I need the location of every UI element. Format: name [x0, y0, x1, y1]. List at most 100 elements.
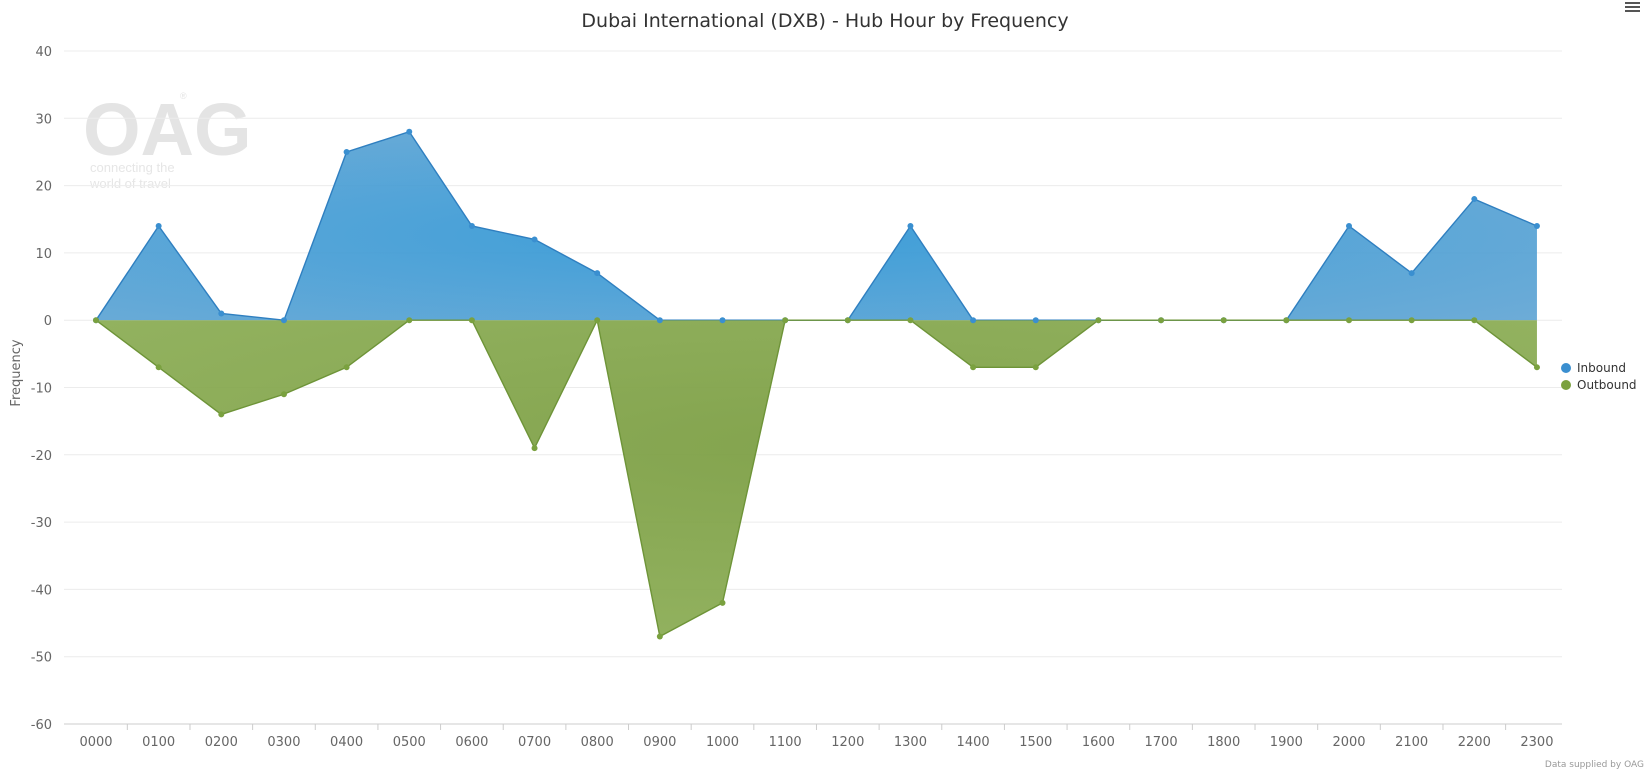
point-inbound[interactable]	[218, 310, 225, 317]
series-points	[93, 128, 1540, 640]
x-tick-label: 1200	[831, 735, 864, 750]
y-tick-label: -10	[31, 382, 52, 397]
x-tick-label: 1300	[894, 735, 927, 750]
point-outbound[interactable]	[1032, 364, 1039, 371]
point-outbound[interactable]	[1283, 317, 1290, 324]
point-outbound[interactable]	[1471, 317, 1478, 324]
x-tick-label: 2300	[1520, 735, 1553, 750]
legend-item-inbound[interactable]: Inbound	[1561, 361, 1626, 375]
x-tick-label: 0600	[455, 735, 488, 750]
point-outbound[interactable]	[531, 445, 538, 452]
y-tick-label: -30	[31, 516, 52, 531]
point-outbound[interactable]	[907, 317, 914, 324]
point-outbound[interactable]	[406, 317, 413, 324]
x-axis: 0000 0100 0200 0300 0400 0500 0600 0700 0800 0900…	[64, 723, 1562, 750]
point-inbound[interactable]	[406, 128, 413, 135]
point-inbound[interactable]	[594, 270, 601, 277]
y-tick-label: 30	[35, 112, 52, 127]
point-inbound[interactable]	[1346, 222, 1352, 229]
y-tick-label: -40	[31, 583, 52, 598]
point-inbound[interactable]	[970, 317, 977, 324]
point-outbound[interactable]	[719, 599, 726, 606]
x-tick-label: 1500	[1019, 735, 1052, 750]
watermark-logo: OAG	[83, 88, 252, 171]
y-tick-label: -20	[31, 449, 52, 464]
point-outbound[interactable]	[280, 391, 287, 398]
x-tick-label: 1600	[1082, 735, 1115, 750]
point-inbound[interactable]	[656, 317, 663, 324]
point-outbound[interactable]	[970, 364, 977, 371]
point-outbound[interactable]	[343, 364, 350, 371]
y-tick-label: -50	[31, 651, 52, 666]
area-outbound	[96, 320, 1537, 637]
x-tick-label: 0800	[581, 735, 614, 750]
x-tick-label: 2000	[1332, 735, 1365, 750]
x-tick-label: 0300	[267, 735, 300, 750]
legend-item-outbound[interactable]: Outbound	[1561, 378, 1637, 392]
point-outbound[interactable]	[1533, 364, 1540, 371]
data-credit: Data supplied by OAG	[1545, 760, 1644, 770]
point-outbound[interactable]	[1095, 317, 1102, 324]
y-tick-label: 20	[35, 180, 52, 195]
watermark-tagline-2: world of travel	[89, 176, 171, 191]
x-tick-label: 0000	[79, 735, 112, 750]
oag-watermark: OAG ® connecting the world of travel	[83, 88, 252, 191]
point-inbound[interactable]	[1032, 317, 1039, 324]
point-inbound[interactable]	[719, 317, 726, 324]
y-tick-label: 40	[35, 45, 52, 60]
point-outbound[interactable]	[1158, 317, 1165, 324]
legend-label: Outbound	[1577, 378, 1637, 392]
area-inbound	[96, 131, 1537, 321]
point-outbound[interactable]	[218, 411, 225, 418]
x-tick-label: 1000	[706, 735, 739, 750]
x-tick-label: 1700	[1145, 735, 1178, 750]
x-tick-label: 1900	[1270, 735, 1303, 750]
x-tick-label: 2200	[1458, 735, 1491, 750]
line-outbound	[95, 318, 1538, 638]
point-inbound[interactable]	[1533, 222, 1540, 229]
point-outbound[interactable]	[1220, 317, 1227, 324]
y-tick-label: -60	[31, 718, 52, 733]
watermark-registered-mark: ®	[180, 91, 187, 101]
y-tick-label: 10	[35, 247, 52, 262]
point-outbound[interactable]	[594, 317, 601, 324]
point-inbound[interactable]	[531, 236, 538, 243]
legend-marker	[1561, 380, 1571, 390]
point-inbound[interactable]	[468, 222, 475, 229]
point-inbound[interactable]	[907, 222, 914, 229]
x-tick-label: 1400	[957, 735, 990, 750]
point-outbound[interactable]	[1408, 317, 1415, 324]
point-outbound[interactable]	[468, 317, 475, 324]
point-inbound[interactable]	[343, 148, 350, 155]
point-outbound[interactable]	[155, 364, 162, 371]
chart-title: Dubai International (DXB) - Hub Hour by …	[581, 10, 1068, 32]
point-inbound[interactable]	[1471, 196, 1478, 203]
point-outbound[interactable]	[656, 633, 663, 640]
legend-marker	[1561, 363, 1571, 373]
point-outbound[interactable]	[93, 317, 99, 324]
point-outbound[interactable]	[1346, 317, 1352, 324]
legend: Inbound Outbound	[1561, 361, 1637, 392]
x-tick-label: 2100	[1395, 735, 1428, 750]
x-tick-label: 0500	[393, 735, 426, 750]
series-areas	[95, 130, 1538, 638]
y-tick-label: 0	[44, 314, 52, 329]
point-inbound[interactable]	[155, 222, 162, 229]
legend-label: Inbound	[1577, 361, 1626, 375]
watermark-tagline-1: connecting the	[90, 160, 175, 175]
x-tick-label: 0100	[142, 735, 175, 750]
point-outbound[interactable]	[844, 317, 851, 324]
x-tick-label: 1100	[769, 735, 802, 750]
x-tick-label: 1800	[1207, 735, 1240, 750]
y-axis-ticks: 40 30 20 10 0 -10 -20 -30 -40 -50 -60	[31, 45, 52, 733]
x-tick-label: 0400	[330, 735, 363, 750]
x-tick-label: 0700	[518, 735, 551, 750]
point-outbound[interactable]	[782, 317, 789, 324]
y-axis-label: Frequency	[9, 339, 24, 406]
x-tick-label: 0200	[205, 735, 238, 750]
x-tick-label: 0900	[643, 735, 676, 750]
point-inbound[interactable]	[280, 317, 287, 324]
point-inbound[interactable]	[1408, 270, 1415, 277]
hamburger-menu-icon[interactable]	[1621, 0, 1643, 14]
